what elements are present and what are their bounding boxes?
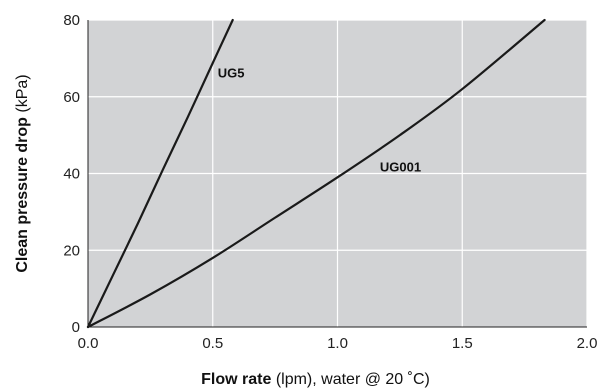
x-tick-label-1: 0.5 [202,335,223,352]
x-axis-title-bold: Flow rate [201,371,271,388]
y-tick-label-3: 60 [63,89,80,106]
series-label-ug5: UG5 [218,66,245,81]
y-tick-label-4: 80 [63,12,80,29]
x-tick-label-2: 1.0 [327,335,348,352]
x-axis-title-rest: (lpm), water @ 20 ˚C) [271,371,429,388]
grid-lines [88,19,588,327]
y-axis-title-bold: Clean pressure drop [14,117,31,273]
x-axis-title: Flow rate (lpm), water @ 20 ˚C) [201,371,430,388]
y-axis-title: Clean pressure drop (kPa) [14,74,31,272]
y-tick-label-1: 20 [63,242,80,259]
y-tick-label-2: 40 [63,166,80,183]
y-axis-title-rest: (kPa) [14,74,31,117]
axes [87,20,587,328]
series-labels: UG5 UG001 [218,66,421,175]
x-tick-label-3: 1.5 [452,335,473,352]
series-line-ug001 [86,18,546,329]
x-tick-label-0: 0.0 [78,335,99,352]
series-line-ug5 [86,18,234,329]
x-tick-label-4: 2.0 [577,335,598,352]
series-lines [86,18,546,329]
tick-labels: 0.0 0.5 1.0 1.5 2.0 0 20 40 60 80 [63,12,597,352]
series-label-ug001: UG001 [380,160,421,175]
y-tick-label-0: 0 [72,319,80,336]
